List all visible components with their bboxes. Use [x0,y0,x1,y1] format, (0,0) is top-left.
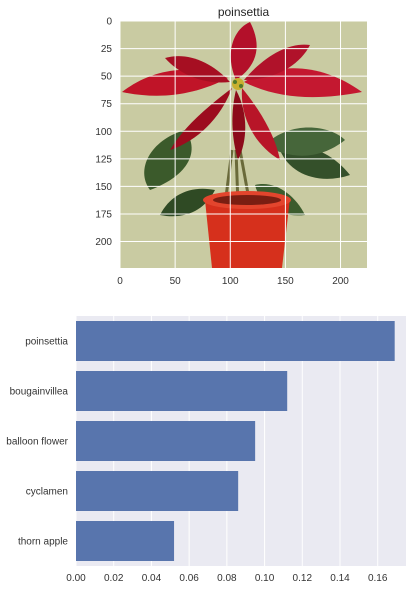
bar-category-labels: poinsettia bougainvillea balloon flower cyc… [6,337,68,548]
image-y-tick-125: 125 [95,154,112,165]
bar-x-tick-0.00: 0.00 [66,573,86,584]
image-y-tick-25: 25 [101,44,113,55]
bar-x-tick-0.06: 0.06 [179,573,199,584]
image-y-tick-200: 200 [95,237,112,248]
red-bract-top [230,22,257,80]
bar-label-cyclamen: cyclamen [26,487,68,498]
bar-chart-panel: poinsettia bougainvillea balloon flower cyc… [6,316,406,584]
flower-center-dot-1 [233,80,237,84]
poinsettia-photo [120,21,367,268]
flower-center [232,78,244,90]
image-y-tick-150: 150 [95,182,112,193]
bar-x-tick-0.04: 0.04 [142,573,162,584]
image-y-tick-175: 175 [95,209,112,220]
image-y-tick-75: 75 [101,99,113,110]
red-bract-center-down [232,90,246,160]
bar-label-balloon-flower: balloon flower [6,437,68,448]
image-panel: poinsettia [95,5,367,287]
image-x-tick-150: 150 [277,276,294,287]
pot [205,198,290,268]
image-x-tick-100: 100 [222,276,239,287]
image-x-tick-0: 0 [117,276,123,287]
red-bract-upper-right [244,44,310,80]
bar-x-tick-0.02: 0.02 [104,573,124,584]
red-bract-lower-right [241,88,280,160]
image-x-tick-50: 50 [170,276,182,287]
image-grid [119,20,367,268]
bar-x-tick-0.16: 0.16 [368,573,388,584]
image-x-ticks: 0 50 100 150 200 [117,276,349,287]
bar-thorn-apple [76,521,175,561]
bar-balloon-flower [76,421,256,461]
image-y-tick-100: 100 [95,127,112,138]
bar-x-tick-0.08: 0.08 [217,573,237,584]
green-leaf-lower-left [160,188,215,217]
bars [76,321,395,561]
image-y-tick-0: 0 [106,17,112,28]
bar-poinsettia [76,321,395,361]
image-y-ticks: 0 25 50 75 100 125 150 175 200 [95,17,112,249]
bar-x-tick-0.14: 0.14 [330,573,350,584]
bar-bougainvillea [76,371,288,411]
bar-x-tick-0.10: 0.10 [255,573,275,584]
bar-label-bougainvillea: bougainvillea [10,387,69,398]
red-bract-right [244,68,362,98]
flower-center-dot-2 [239,84,243,88]
bar-cyclamen [76,471,239,511]
bar-label-poinsettia: poinsettia [25,337,68,348]
image-title: poinsettia [218,5,270,19]
bar-label-thorn-apple: thorn apple [18,537,68,548]
bar-x-tick-0.12: 0.12 [293,573,313,584]
bar-x-ticks: 0.00 0.02 0.04 0.06 0.08 0.10 0.12 0.14 0.16 [66,573,388,584]
image-x-tick-200: 200 [332,276,349,287]
image-y-tick-50: 50 [101,72,113,83]
pot-shadow [213,195,281,205]
